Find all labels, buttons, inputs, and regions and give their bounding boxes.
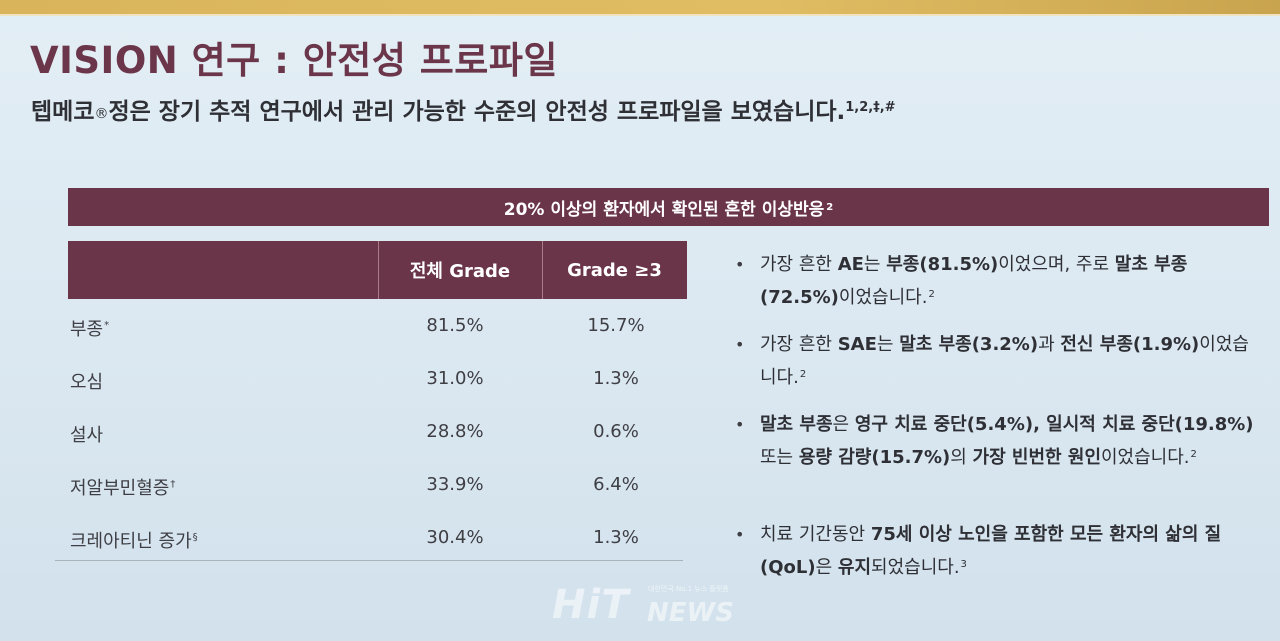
cell-grade3: 1.3%	[593, 368, 639, 389]
table-header-divider	[542, 241, 543, 299]
top-accent-bar	[0, 0, 1280, 14]
bullet-dot: •	[735, 525, 745, 544]
cell-all-grade: 28.8%	[426, 421, 484, 442]
row-label: 크레아티닌 증가§	[70, 531, 198, 552]
finding-text: 가장 흔한 AE는 부종(81.5%)이었으며, 주로 말초 부종(72.5%)…	[760, 254, 1188, 308]
cell-all-grade: 31.0%	[426, 368, 484, 389]
cell-all-grade: 33.9%	[426, 474, 484, 495]
row-label: 저알부민혈증†	[70, 478, 176, 499]
bullet-dot: •	[735, 335, 745, 354]
subtitle-references: 1,2,‡,#	[845, 100, 896, 115]
watermark-news: NEWS	[647, 598, 734, 628]
table-row: 크레아티닌 증가§ 30.4% 1.3%	[55, 513, 687, 565]
finding-text: 말초 부종은 영구 치료 중단(5.4%), 일시적 치료 중단(19.8%) …	[760, 414, 1254, 468]
section-header-label: 20% 이상의 환자에서 확인된 흔한 이상반응	[503, 199, 825, 220]
slide-title: VISION 연구 : 안전성 프로파일	[30, 39, 558, 82]
finding-text: 치료 기간동안 75세 이상 노인을 포함한 모든 환자의 삶의 질(QoL)은…	[760, 524, 1222, 578]
watermark-tagline: 대한민국 No.1 뉴스 플랫폼	[648, 585, 729, 593]
subtitle-drug-name: 텝메코	[31, 99, 95, 125]
table-row: 부종* 81.5% 15.7%	[55, 301, 687, 353]
slide-subtitle: 텝메코®정은 장기 추적 연구에서 관리 가능한 수준의 안전성 프로파일을 보…	[31, 92, 896, 126]
table-row: 오심 31.0% 1.3%	[55, 354, 687, 406]
section-header-ref: 2	[826, 201, 834, 213]
table-bottom-rule	[55, 560, 683, 561]
table-row: 저알부민혈증† 33.9% 6.4%	[55, 460, 687, 512]
cell-grade3: 1.3%	[593, 527, 639, 548]
cell-grade3: 15.7%	[587, 315, 645, 336]
cell-grade3: 6.4%	[593, 474, 639, 495]
bullet-dot: •	[735, 415, 745, 434]
table-row: 설사 28.8% 0.6%	[55, 407, 687, 459]
subtitle-text: 정은 장기 추적 연구에서 관리 가능한 수준의 안전성 프로파일을 보였습니다…	[108, 99, 846, 125]
cell-all-grade: 30.4%	[426, 527, 484, 548]
hitnews-watermark: HiT 대한민국 No.1 뉴스 플랫폼 NEWS	[552, 582, 772, 632]
registered-mark: ®	[94, 106, 109, 122]
column-header-grade3: Grade ≥3	[567, 259, 662, 281]
section-header-band: 20% 이상의 환자에서 확인된 흔한 이상반응 2	[68, 188, 1269, 226]
watermark-brand: HiT	[552, 582, 630, 628]
table-header-divider	[378, 241, 379, 299]
column-header-all-grade: 전체 Grade	[409, 261, 511, 282]
row-label: 설사	[70, 425, 104, 446]
row-label: 오심	[70, 372, 104, 393]
cell-grade3: 0.6%	[593, 421, 639, 442]
bullet-dot: •	[735, 255, 745, 274]
top-accent-line	[0, 14, 1280, 16]
cell-all-grade: 81.5%	[426, 315, 484, 336]
row-label: 부종*	[70, 319, 110, 340]
table-header: 전체 Grade Grade ≥3	[68, 241, 687, 299]
finding-text: 가장 흔한 SAE는 말초 부종(3.2%)과 전신 부종(1.9%)이었습니다…	[760, 334, 1249, 388]
